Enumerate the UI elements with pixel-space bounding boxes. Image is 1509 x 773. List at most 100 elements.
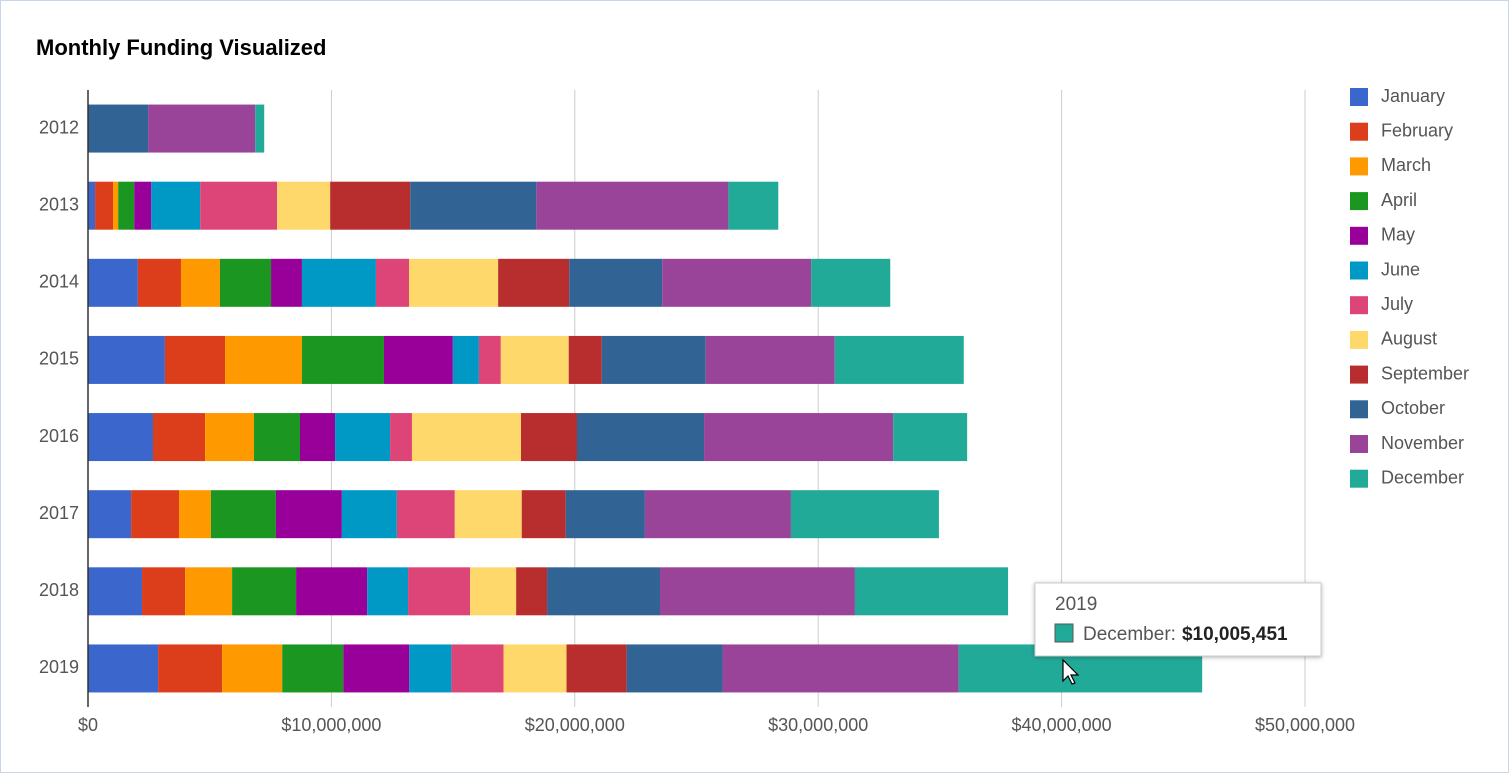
y-tick-label: 2013	[39, 194, 79, 214]
tooltip-swatch	[1054, 623, 1074, 643]
bar-segment	[88, 413, 153, 462]
legend-label: November	[1381, 433, 1464, 453]
legend-swatch	[1350, 261, 1368, 280]
x-tick-label: $10,000,000	[281, 715, 381, 735]
bar-segment	[601, 335, 706, 384]
tooltip-colon: :	[1171, 624, 1176, 645]
bar-segment	[834, 335, 964, 384]
bar-segment	[576, 413, 705, 462]
bar-segment	[451, 644, 504, 693]
bar-segment	[396, 490, 455, 539]
bar-segment	[113, 181, 119, 230]
legend-label: July	[1381, 294, 1413, 314]
bar-segment	[626, 644, 723, 693]
bar-segment	[152, 413, 206, 462]
bar-segment	[452, 335, 479, 384]
bar-segment	[343, 644, 410, 693]
bar-segment	[566, 644, 627, 693]
bar-segment	[137, 258, 181, 307]
legend-label: February	[1381, 120, 1453, 140]
bar-segment	[722, 644, 959, 693]
tooltip-box	[1034, 582, 1322, 657]
legend-swatch	[1350, 365, 1368, 384]
bar-segment	[210, 490, 276, 539]
bar-segment	[205, 413, 254, 462]
tooltip-value: $10,005,451	[1182, 624, 1288, 645]
bar-segment	[225, 335, 302, 384]
legend-swatch	[1350, 296, 1368, 315]
tooltip: 2019 December: $10,005,451	[1034, 582, 1322, 657]
x-tick-label: $40,000,000	[1012, 715, 1112, 735]
bar-segment	[704, 413, 894, 462]
bar-segment	[185, 567, 233, 616]
legend-swatch	[1350, 88, 1368, 106]
bar-segment	[536, 181, 729, 230]
legend-swatch	[1350, 226, 1368, 245]
bar-segment	[164, 335, 226, 384]
legend-label: May	[1381, 225, 1415, 245]
legend-label: August	[1381, 329, 1437, 349]
bar-segment	[301, 335, 384, 384]
bars	[88, 104, 1203, 693]
bar-segment	[271, 258, 302, 307]
bar-segment	[659, 567, 855, 616]
bar-segment	[478, 335, 501, 384]
chart-title: Monthly Funding Visualized	[36, 35, 326, 60]
bar-segment	[88, 490, 132, 539]
bar-segment	[470, 567, 517, 616]
bar-segment	[411, 413, 522, 462]
legend-swatch	[1350, 435, 1368, 453]
bar-segment	[253, 413, 301, 462]
bar-segment	[158, 644, 223, 693]
bar-segment	[200, 181, 278, 230]
axes: $0 $10,000,000 $20,000,000 $30,000,000 $40,0…	[39, 90, 1355, 735]
bar-segment	[893, 413, 968, 462]
bar-segment	[277, 181, 331, 230]
legend-swatch	[1350, 122, 1368, 141]
bar-segment	[662, 258, 812, 307]
bar-segment	[383, 335, 453, 384]
bar-segment	[409, 644, 452, 693]
legend-label: April	[1381, 190, 1417, 210]
bar-segment	[790, 490, 939, 539]
legend-swatch	[1350, 192, 1368, 211]
bar-segment	[142, 567, 186, 616]
bar-segment	[547, 567, 660, 616]
bar-segment	[516, 567, 548, 616]
bar-segment	[335, 413, 391, 462]
bar-segment	[454, 490, 522, 539]
bar-segment	[88, 567, 143, 616]
bar-segment	[88, 644, 159, 693]
legend-label: October	[1381, 398, 1445, 418]
bar-segment	[500, 335, 569, 384]
bar-segment	[255, 104, 265, 153]
y-tick-label: 2015	[39, 349, 79, 369]
bar-segment	[503, 644, 567, 693]
x-tick-label: $30,000,000	[768, 715, 868, 735]
bar-segment	[219, 258, 272, 307]
legend-swatch	[1350, 330, 1368, 349]
bar-segment	[498, 258, 570, 307]
bar-segment	[118, 181, 135, 230]
bar-segment	[330, 181, 411, 230]
bar-segment	[88, 104, 149, 153]
legend-label: September	[1381, 363, 1469, 383]
bar-segment	[341, 490, 397, 539]
y-tick-label: 2019	[39, 657, 79, 677]
bar-segment	[408, 567, 471, 616]
legend-label: March	[1381, 155, 1431, 175]
bar-segment	[148, 104, 256, 153]
bar-segment	[88, 258, 138, 307]
tooltip-text: December: $10,005,451	[1083, 624, 1288, 645]
bar-segment	[705, 335, 835, 384]
bar-segment	[410, 181, 537, 230]
bar-segment	[728, 181, 779, 230]
legend-label: June	[1381, 259, 1420, 279]
bar-segment	[854, 567, 1009, 616]
bar-segment	[300, 413, 336, 462]
bar-segment	[367, 567, 409, 616]
bar-segment	[569, 258, 663, 307]
bar-segment	[222, 644, 283, 693]
bar-segment	[296, 567, 368, 616]
